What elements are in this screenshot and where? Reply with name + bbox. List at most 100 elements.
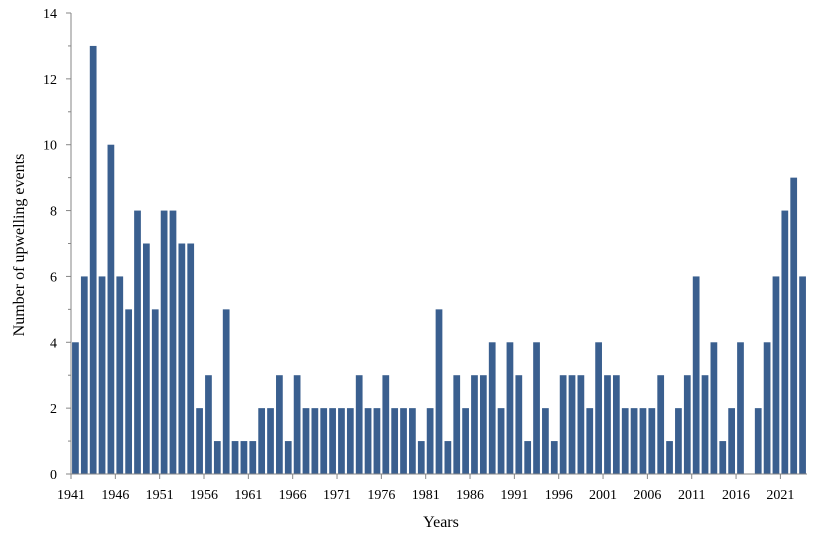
bar-2001 (604, 375, 611, 474)
bar-1989 (497, 408, 505, 474)
bar-2011 (692, 276, 700, 474)
bar-2013 (710, 342, 718, 474)
bar-1983 (444, 441, 452, 474)
bar-1950 (151, 309, 159, 474)
bar-1972 (346, 408, 354, 474)
bar-1966 (293, 375, 301, 474)
x-tick-label: 2011 (678, 488, 705, 503)
x-tick-label: 1996 (545, 488, 573, 503)
bar-1958 (222, 309, 230, 474)
bar-1969 (320, 408, 328, 474)
bar-2022 (790, 177, 798, 474)
y-tick-label: 4 (50, 336, 57, 351)
x-tick-label: 2016 (722, 488, 750, 503)
bar-1990 (506, 342, 514, 474)
bar-2007 (657, 375, 665, 474)
bar-2021 (781, 210, 789, 474)
bar-1947 (125, 309, 133, 474)
bar-2014 (719, 441, 727, 474)
y-tick-label: 0 (50, 468, 57, 483)
bar-2023 (799, 276, 806, 474)
x-tick-label: 2021 (766, 488, 794, 503)
bar-1948 (134, 210, 141, 474)
bar-2016 (737, 342, 744, 474)
bar-1992 (524, 441, 532, 474)
bar-1946 (116, 276, 124, 474)
bar-1976 (382, 375, 390, 474)
bar-1977 (391, 408, 399, 474)
x-tick-label: 1951 (146, 488, 174, 503)
bar-1995 (550, 441, 558, 474)
bar-1957 (213, 441, 221, 474)
bar-1964 (276, 375, 283, 474)
bar-2010 (683, 375, 691, 474)
bar-2002 (612, 375, 620, 474)
y-tick-label: 6 (50, 270, 57, 285)
bar-2008 (666, 441, 673, 474)
x-tick-label: 1946 (101, 488, 129, 503)
bar-1956 (205, 375, 212, 474)
y-tick-label: 10 (43, 139, 57, 154)
bar-1963 (267, 408, 274, 474)
bar-1949 (143, 243, 150, 474)
x-tick-label: 1961 (234, 488, 262, 503)
y-axis-title: Number of upwelling events (11, 154, 28, 337)
y-tick-label: 8 (50, 205, 57, 220)
bar-1952 (169, 210, 177, 474)
bar-2012 (701, 375, 709, 474)
bar-1965 (284, 441, 292, 474)
bar-1974 (364, 408, 372, 474)
bar-1988 (488, 342, 496, 474)
bar-1945 (107, 144, 115, 474)
x-tick-label: 1941 (57, 488, 85, 503)
bar-2009 (675, 408, 682, 474)
bar-1979 (409, 408, 416, 474)
x-tick-label: 2001 (589, 488, 617, 503)
bar-1991 (515, 375, 523, 474)
y-tick-label: 2 (50, 402, 57, 417)
bar-1973 (355, 375, 363, 474)
bar-2019 (763, 342, 771, 474)
x-tick-label: 1966 (279, 488, 307, 503)
x-axis: 1941 1946 1951 1956 1961 1966 1971 1976 1981 1986… (57, 473, 807, 503)
bar-1999 (586, 408, 594, 474)
bars-group (72, 45, 806, 475)
bar-1955 (196, 408, 203, 474)
bar-2000 (595, 342, 602, 474)
bar-1971 (338, 408, 345, 474)
bar-1951 (160, 210, 168, 474)
bar-2004 (630, 408, 638, 474)
bar-1997 (568, 375, 576, 474)
bar-1982 (435, 309, 443, 474)
x-tick-label: 1976 (367, 488, 395, 503)
x-tick-label: 1986 (456, 488, 484, 503)
x-tick-label: 1956 (190, 488, 218, 503)
bar-2005 (639, 408, 647, 474)
bar-1985 (462, 408, 469, 474)
bar-1994 (542, 408, 549, 474)
bar-1975 (373, 408, 381, 474)
bar-2020 (772, 276, 780, 474)
bar-1987 (479, 375, 487, 474)
x-axis-title: Years (423, 514, 459, 531)
bar-2015 (728, 408, 735, 474)
x-tick-label: 2006 (633, 488, 661, 503)
bar-1970 (329, 408, 336, 474)
bar-1967 (302, 408, 310, 474)
bar-1978 (400, 408, 407, 474)
bar-2018 (754, 408, 762, 474)
bar-1996 (559, 375, 567, 474)
y-tick-label: 12 (43, 73, 57, 88)
bar-1959 (231, 441, 239, 474)
y-tick-label: 14 (43, 7, 57, 22)
bar-1943 (89, 45, 97, 475)
bar-1993 (533, 342, 540, 474)
bar-1953 (178, 243, 186, 474)
bar-1941 (72, 342, 79, 474)
bar-1960 (240, 441, 248, 474)
bar-2003 (621, 408, 629, 474)
bar-1942 (80, 276, 88, 474)
y-axis: 0 2 4 6 8 10 12 14 (43, 7, 72, 483)
bar-1998 (577, 375, 585, 474)
